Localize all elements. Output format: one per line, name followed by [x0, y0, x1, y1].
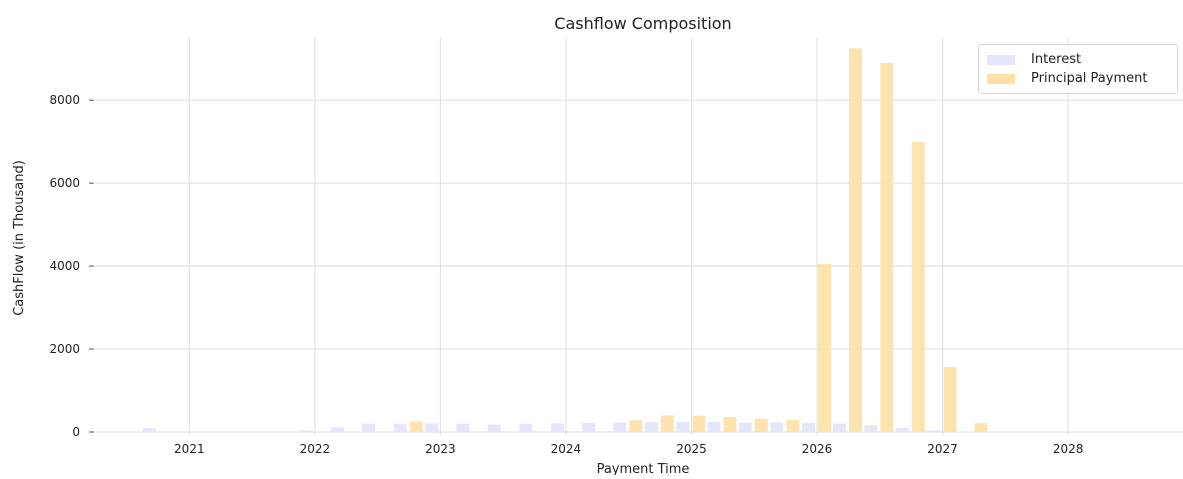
interest-bar	[425, 423, 438, 432]
y-tick-label: 0	[72, 425, 80, 439]
bar-layer	[143, 48, 988, 432]
interest-bar	[676, 422, 689, 432]
interest-bar	[300, 430, 313, 432]
x-tick-label: 2023	[425, 442, 456, 456]
y-tick-label: 2000	[49, 342, 80, 356]
x-axis-label: Payment Time	[597, 462, 690, 475]
interest-bar	[582, 423, 595, 432]
x-tick-label: 2026	[802, 442, 833, 456]
interest-bar	[802, 423, 815, 432]
principal-bar	[723, 417, 736, 432]
y-tick-label: 8000	[49, 93, 80, 107]
interest-bar	[833, 424, 846, 432]
interest-bar	[645, 422, 658, 432]
interest-bar	[896, 428, 909, 432]
grid-layer	[95, 38, 1183, 435]
x-tick-label: 2022	[300, 442, 331, 456]
interest-bar	[613, 422, 626, 432]
principal-bar	[975, 423, 988, 432]
interest-bar	[456, 424, 469, 432]
legend-item-principal: Principal Payment	[987, 69, 1177, 88]
interest-bar	[928, 430, 941, 432]
interest-bar	[394, 424, 407, 432]
legend-label-interest: Interest	[1031, 52, 1081, 67]
interest-bar	[362, 424, 375, 432]
principal-bar	[629, 420, 642, 432]
interest-bar	[488, 425, 501, 432]
legend-swatch-interest	[987, 55, 1015, 65]
legend-item-interest: Interest	[987, 50, 1177, 69]
principal-bar	[849, 48, 862, 432]
y-tick-label: 6000	[49, 176, 80, 190]
x-tick-label: 2028	[1053, 442, 1084, 456]
principal-bar	[818, 264, 831, 432]
interest-bar	[143, 428, 156, 432]
x-tick-label: 2025	[676, 442, 707, 456]
interest-bar	[770, 422, 783, 432]
y-tick-label: 4000	[49, 259, 80, 273]
principal-bar	[944, 367, 957, 432]
principal-bar	[661, 415, 674, 432]
interest-bar	[864, 425, 877, 432]
principal-bar	[786, 420, 799, 432]
legend-swatch-principal	[987, 74, 1015, 84]
chart-title: Cashflow Composition	[554, 14, 731, 33]
interest-bar	[707, 422, 720, 432]
interest-bar	[519, 424, 532, 432]
principal-bar	[912, 142, 925, 432]
interest-bar	[331, 427, 344, 432]
interest-bar	[739, 422, 752, 432]
x-tick-label: 2021	[174, 442, 205, 456]
y-axis-label: CashFlow (in Thousand)	[12, 160, 27, 316]
x-tick-label: 2027	[927, 442, 958, 456]
legend: Interest Principal Payment	[978, 44, 1178, 94]
principal-bar	[755, 419, 768, 432]
principal-bar	[880, 63, 893, 432]
x-tick-label: 2024	[551, 442, 582, 456]
principal-bar	[410, 422, 423, 432]
interest-bar	[551, 423, 564, 432]
principal-bar	[692, 416, 705, 432]
legend-label-principal: Principal Payment	[1031, 71, 1147, 86]
